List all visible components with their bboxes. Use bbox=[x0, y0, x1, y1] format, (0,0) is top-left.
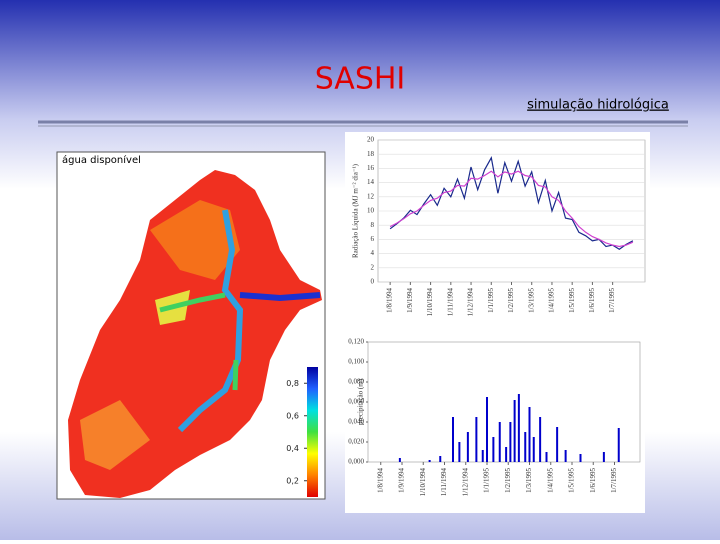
bar bbox=[466, 432, 469, 462]
y-tick-label: 0 bbox=[371, 278, 375, 286]
x-tick-label: 1/10/1994 bbox=[426, 288, 434, 317]
chart-panel bbox=[345, 335, 645, 513]
bar bbox=[498, 422, 501, 462]
bar bbox=[524, 432, 527, 462]
y-axis-label: precipitação (m) bbox=[357, 378, 365, 425]
x-tick-label: 1/2/1995 bbox=[507, 288, 515, 313]
bar bbox=[528, 407, 531, 462]
x-tick-label: 1/10/1994 bbox=[419, 468, 427, 497]
series-line bbox=[389, 156, 634, 251]
x-tick-label: 1/5/1995 bbox=[568, 468, 576, 493]
bar bbox=[505, 447, 508, 462]
bar bbox=[486, 397, 488, 462]
river bbox=[159, 292, 226, 313]
x-tick-label: 1/1/1995 bbox=[487, 288, 495, 313]
river bbox=[177, 209, 244, 433]
bar bbox=[439, 456, 442, 462]
x-tick-label: 1/9/1994 bbox=[406, 288, 414, 313]
map-panel: água disponível bbox=[56, 151, 326, 500]
colorbar-tick-label: 0,6 bbox=[286, 411, 299, 420]
y-tick-label: 12 bbox=[367, 192, 375, 200]
y-tick-label: 0,100 bbox=[348, 358, 364, 366]
bar bbox=[556, 427, 559, 462]
y-tick-label: 0,020 bbox=[348, 438, 364, 446]
x-tick-label: 1/12/1994 bbox=[467, 288, 475, 317]
colorbar-tick-label: 0,2 bbox=[286, 476, 299, 485]
x-tick-label: 1/4/1995 bbox=[546, 468, 554, 493]
river bbox=[239, 292, 321, 302]
y-tick-label: 10 bbox=[367, 207, 375, 215]
bar bbox=[602, 452, 605, 462]
y-tick-label: 6 bbox=[371, 235, 375, 243]
bar bbox=[398, 458, 401, 462]
y-tick-label: 18 bbox=[367, 150, 375, 158]
bar bbox=[509, 422, 512, 462]
x-tick-label: 1/3/1995 bbox=[525, 468, 533, 493]
y-tick-label: 0,040 bbox=[348, 418, 364, 426]
bar bbox=[428, 460, 431, 462]
map-zone bbox=[150, 200, 240, 280]
y-tick-label: 0,120 bbox=[348, 338, 364, 346]
x-tick-label: 1/7/1995 bbox=[610, 468, 618, 493]
bar bbox=[532, 437, 535, 462]
title: SASHI bbox=[315, 62, 406, 97]
x-tick-label: 1/7/1995 bbox=[608, 288, 616, 313]
y-tick-label: 20 bbox=[367, 136, 375, 144]
y-tick-label: 16 bbox=[367, 164, 375, 172]
y-axis-label: Radiação Líquida (MJ m⁻² dia⁻¹) bbox=[352, 163, 360, 258]
map-label: água disponível bbox=[62, 154, 141, 166]
bar bbox=[481, 450, 484, 462]
bar bbox=[452, 417, 454, 462]
x-tick-label: 1/2/1995 bbox=[504, 468, 512, 493]
y-tick-label: 0,080 bbox=[348, 378, 364, 386]
y-tick-label: 0,060 bbox=[348, 398, 364, 406]
x-tick-label: 1/9/1994 bbox=[398, 468, 406, 493]
map-zone bbox=[80, 400, 150, 470]
x-tick-label: 1/4/1995 bbox=[548, 288, 556, 313]
x-tick-label: 1/3/1995 bbox=[527, 288, 535, 313]
bar bbox=[564, 450, 567, 462]
x-tick-label: 1/12/1994 bbox=[461, 468, 469, 497]
chart-panel bbox=[345, 132, 650, 332]
series-line bbox=[389, 170, 634, 248]
bar bbox=[492, 437, 495, 462]
x-tick-label: 1/6/1995 bbox=[588, 288, 596, 313]
bar bbox=[517, 394, 520, 462]
y-tick-label: 14 bbox=[367, 178, 375, 186]
y-tick-label: 4 bbox=[371, 249, 375, 257]
x-tick-label: 1/8/1994 bbox=[386, 288, 394, 313]
y-tick-label: 2 bbox=[371, 263, 375, 271]
bar bbox=[617, 428, 620, 462]
bar bbox=[579, 454, 582, 462]
colorbar-tick-label: 0,4 bbox=[286, 444, 299, 453]
bar bbox=[458, 442, 461, 462]
charts: 0 2 4 6 8 10 12 14 16 18 20 1/8/1994 1/9/1994 1/10/19… bbox=[345, 132, 650, 513]
y-tick-label: 0,000 bbox=[348, 458, 364, 466]
x-tick-label: 1/11/1994 bbox=[440, 468, 448, 497]
x-tick-label: 1/11/1994 bbox=[446, 288, 454, 317]
x-tick-label: 1/5/1995 bbox=[568, 288, 576, 313]
colorbar-tick-label: 0,8 bbox=[286, 379, 299, 388]
bar bbox=[539, 417, 542, 462]
x-tick-label: 1/8/1994 bbox=[376, 468, 384, 493]
bar bbox=[513, 400, 516, 462]
bar bbox=[475, 417, 478, 462]
bar bbox=[545, 452, 548, 462]
x-tick-label: 1/6/1995 bbox=[589, 468, 597, 493]
y-tick-label: 8 bbox=[371, 221, 375, 229]
river bbox=[232, 359, 239, 391]
colorbar bbox=[307, 367, 318, 497]
subtitle: simulação hidrológica bbox=[527, 98, 669, 113]
x-tick-label: 1/1/1995 bbox=[483, 468, 491, 493]
